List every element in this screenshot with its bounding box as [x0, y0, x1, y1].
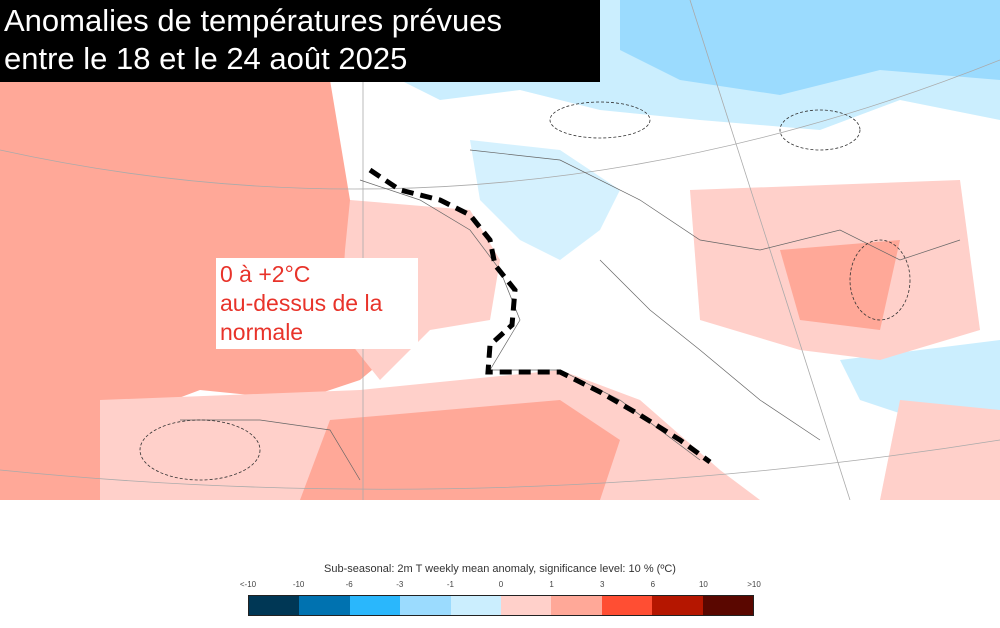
legend-swatch: [249, 596, 300, 615]
callout-line-2: au-dessus de la: [220, 290, 383, 316]
country-borders: [180, 149, 961, 481]
legend-swatch: [450, 596, 502, 615]
significance-contours: [139, 101, 911, 481]
legend-tick: 1: [549, 580, 554, 589]
legend-ticks: <-10 -10 -6 -3 -1 0 1 3 6 10 >10: [240, 580, 761, 592]
legend-swatch: [601, 596, 653, 615]
legend-swatch: [400, 596, 451, 615]
anomaly-callout: 0 à +2°C au-dessus de la normale: [216, 258, 418, 349]
legend-swatch: [551, 596, 602, 615]
legend-tick: >10: [747, 580, 761, 589]
legend-tick: 10: [698, 580, 708, 589]
callout-line-1: 0 à +2°C: [220, 261, 311, 287]
legend-swatch: [652, 596, 703, 615]
legend-tick: <-10: [239, 580, 257, 589]
legend-tick: -1: [446, 580, 454, 589]
legend-tick: 3: [599, 580, 605, 589]
title-line-1: Anomalies de températures prévues: [4, 3, 502, 38]
legend-colorbar: [248, 595, 754, 616]
legend-swatch: [702, 596, 754, 615]
callout-line-3: normale: [220, 319, 304, 345]
legend-tick: 6: [650, 580, 656, 589]
title-line-2: entre le 18 et le 24 août 2025: [4, 41, 408, 76]
legend-swatch: [501, 596, 552, 615]
legend-swatch: [299, 596, 350, 615]
map-title: Anomalies de températures prévues entre …: [0, 0, 600, 82]
legend-title: Sub-seasonal: 2m T weekly mean anomaly, …: [324, 563, 676, 575]
legend-tick: 0: [498, 580, 504, 589]
legend-tick: -10: [292, 580, 305, 589]
legend-swatch: [349, 596, 401, 615]
legend-tick: -6: [345, 580, 353, 589]
france-dashed-outline: [368, 167, 712, 465]
legend-tick: -3: [396, 580, 404, 589]
